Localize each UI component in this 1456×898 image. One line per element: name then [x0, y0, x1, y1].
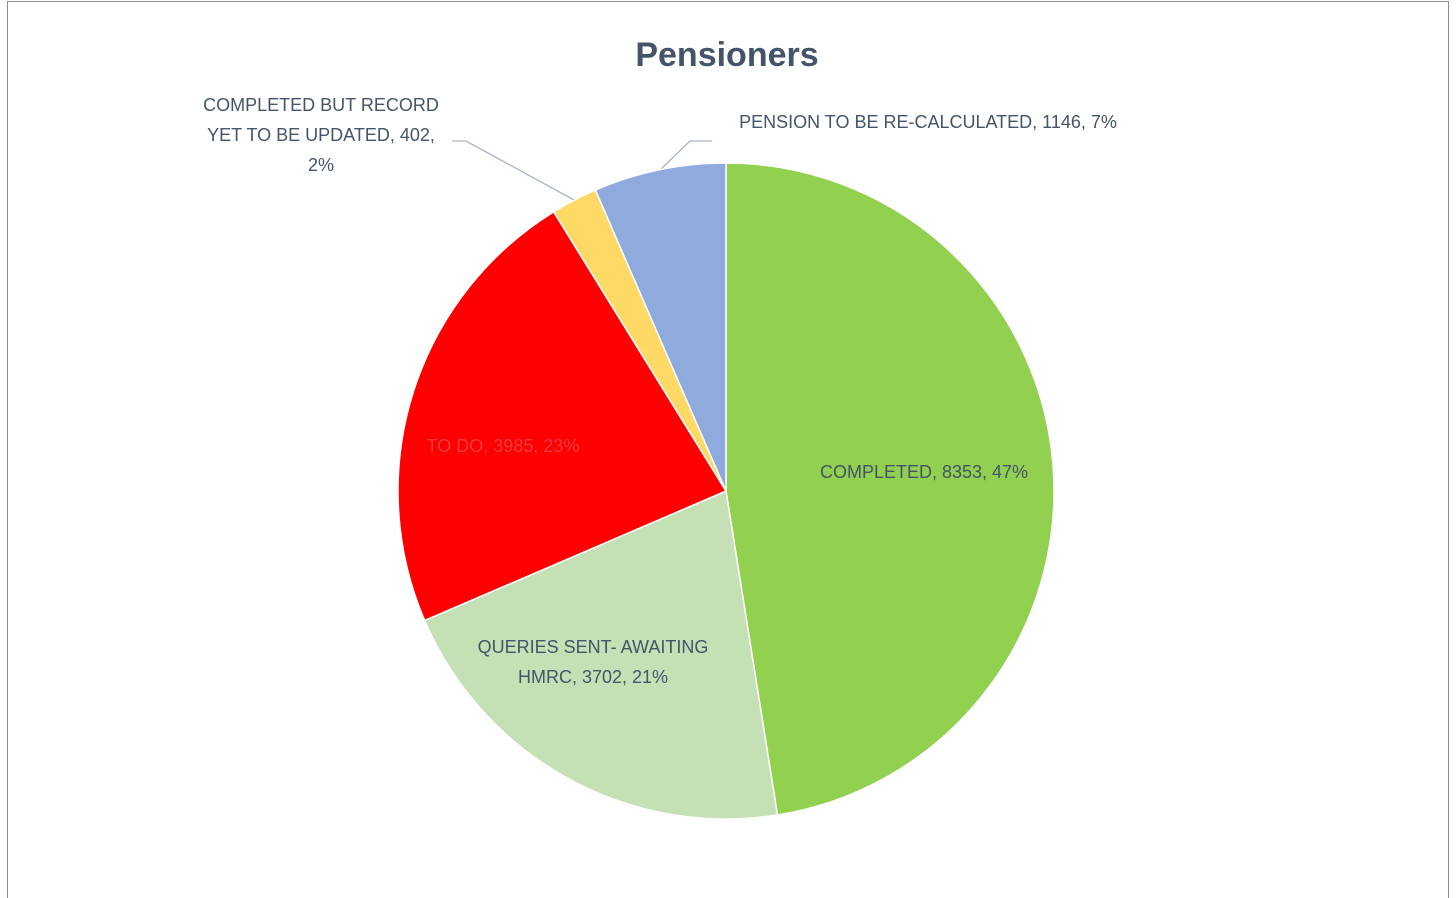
leader-line [452, 140, 575, 201]
pie-slice [594, 162, 727, 492]
leader-line [659, 140, 712, 171]
data-label: TO DO, 3985, 23% [427, 436, 580, 456]
data-label-line: TO DO, 3985, 23% [427, 436, 580, 456]
data-label: PENSION TO BE RE-CALCULATED, 1146, 7% [739, 112, 1117, 132]
pie-slice [423, 489, 779, 820]
data-label: QUERIES SENT- AWAITING HMRC, 3702, 21% [478, 637, 709, 687]
data-label-line: PENSION TO BE RE-CALCULATED, 1146, 7% [739, 112, 1117, 132]
data-label-line: HMRC, 3702, 21% [518, 667, 668, 687]
data-label-line: QUERIES SENT- AWAITING [478, 637, 709, 657]
chart-title: Pensioners [635, 36, 818, 74]
data-label-line: YET TO BE UPDATED, 402, [207, 125, 435, 145]
slices [397, 162, 1055, 820]
pie-slice [725, 162, 1055, 816]
data-label-line: 2% [308, 155, 334, 175]
data-label: COMPLETED, 8353, 47% [820, 462, 1028, 482]
data-label-line: COMPLETED BUT RECORD [203, 95, 439, 115]
pie-slice [397, 210, 728, 622]
data-label: COMPLETED BUT RECORD YET TO BE UPDATED, 4… [203, 95, 439, 175]
data-label-line: COMPLETED, 8353, 47% [820, 462, 1028, 482]
